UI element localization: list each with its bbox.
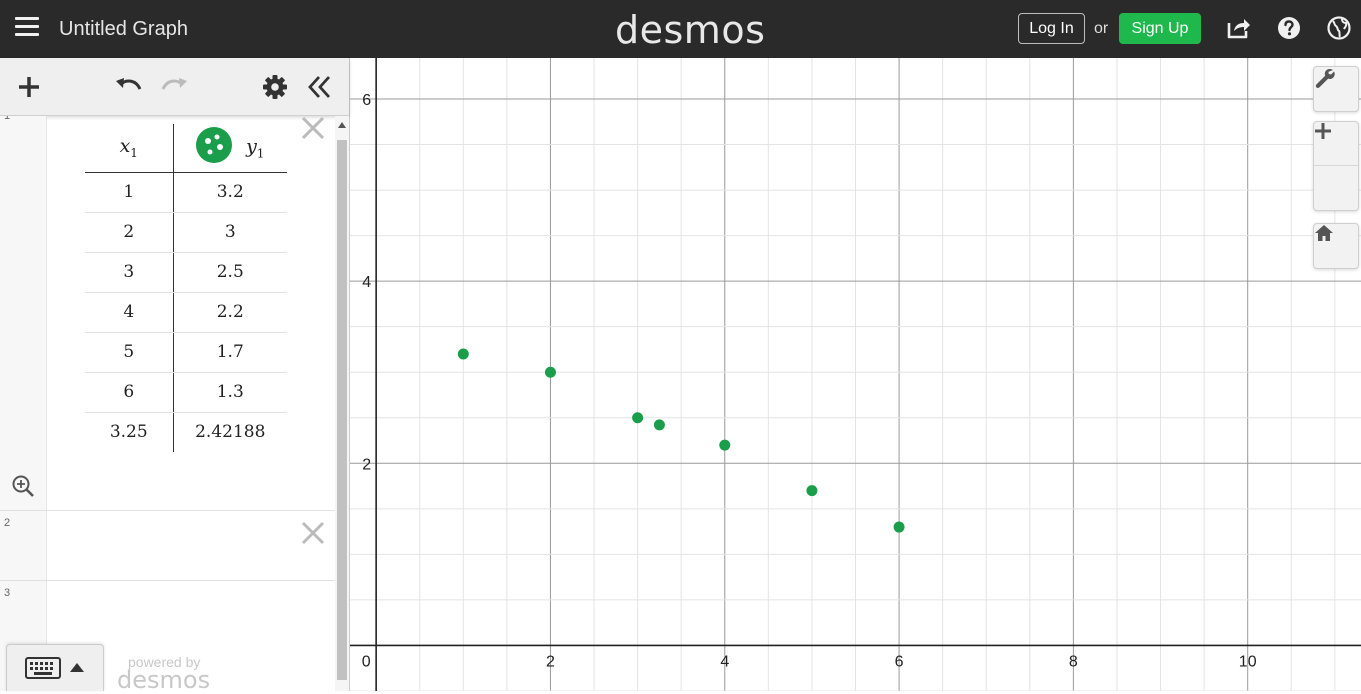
- table-cell-x[interactable]: 5: [85, 332, 174, 373]
- keypad-toggle-button[interactable]: [6, 644, 104, 691]
- table-cell-x[interactable]: 3.25: [85, 412, 174, 452]
- zoom-controls: [1313, 121, 1359, 211]
- y-tick-label: 2: [362, 456, 371, 473]
- expression-number: 1: [4, 116, 11, 122]
- data-point: [893, 521, 905, 533]
- table-cell-y[interactable]: 1.7: [173, 332, 287, 373]
- column-header-x[interactable]: x1: [85, 124, 174, 173]
- redo-icon[interactable]: [160, 72, 190, 102]
- point-style-icon[interactable]: [196, 127, 233, 168]
- y-tick-label: 6: [362, 92, 371, 109]
- scroll-up-arrow-icon[interactable]: [338, 122, 346, 128]
- data-point: [719, 439, 731, 451]
- table-cell-y[interactable]: 2.42188: [195, 422, 266, 443]
- table-cell-x[interactable]: 3: [85, 252, 174, 293]
- sign-up-button[interactable]: Sign Up: [1119, 13, 1201, 44]
- expression-gutter: 1: [0, 116, 47, 510]
- add-item-button[interactable]: [14, 72, 44, 102]
- table-cell-y[interactable]: 3.2: [173, 172, 287, 213]
- default-viewport-button[interactable]: [1313, 223, 1359, 269]
- table-cell-x[interactable]: 1: [85, 172, 174, 213]
- expression-item-empty[interactable]: 2: [0, 511, 335, 581]
- data-point: [653, 419, 665, 431]
- graph-plot[interactable]: 0 2 4 6 8 10 2 4 6: [350, 58, 1361, 691]
- expression-gutter: 2: [0, 511, 47, 580]
- expression-scrollbar[interactable]: [335, 116, 349, 691]
- data-point: [457, 348, 469, 360]
- table-row: 4 2.2: [85, 292, 287, 333]
- powered-by-desmos[interactable]: powered by desmos: [117, 654, 211, 694]
- minus-icon: [1315, 129, 1331, 133]
- data-point: [632, 412, 644, 424]
- expression-panel: 1 x1 y1: [0, 58, 350, 694]
- zoom-out-button[interactable]: [1314, 129, 1358, 210]
- table-row: 5 1.7: [85, 332, 287, 373]
- top-bar: Untitled Graph desmos Log In or Sign Up: [0, 0, 1361, 58]
- table-cell-y[interactable]: 2.5: [173, 252, 287, 293]
- menu-icon[interactable]: [15, 17, 39, 37]
- y-tick-label: 4: [362, 274, 371, 291]
- x-tick-label: 6: [895, 653, 904, 670]
- graph-title[interactable]: Untitled Graph: [59, 18, 188, 40]
- expression-toolbar: [0, 58, 349, 116]
- expression-number: 3: [4, 587, 11, 599]
- graph-settings-button[interactable]: [1313, 66, 1359, 112]
- delete-expression-icon[interactable]: [301, 116, 325, 140]
- x-tick-label: 10: [1239, 653, 1257, 670]
- table-row: 3.25 2.42188: [85, 412, 287, 452]
- globe-icon[interactable]: [1325, 14, 1353, 42]
- or-label: or: [1094, 20, 1109, 37]
- x-tick-label: 8: [1069, 653, 1078, 670]
- keyboard-icon: [25, 657, 61, 679]
- table-cell-y[interactable]: 3: [173, 212, 287, 253]
- caret-up-icon: [70, 663, 84, 672]
- wrench-icon[interactable]: [1314, 67, 1358, 111]
- expression-list: 1 x1 y1: [0, 116, 335, 691]
- x-tick-label: 4: [720, 653, 729, 670]
- zoom-fit-icon[interactable]: [11, 474, 35, 498]
- expression-number: 2: [4, 517, 11, 529]
- x-tick-label: 0: [362, 653, 371, 670]
- expression-item-table[interactable]: 1 x1 y1: [0, 116, 335, 511]
- column-header-y[interactable]: y1: [173, 124, 287, 173]
- undo-icon[interactable]: [113, 72, 143, 102]
- data-point: [544, 366, 556, 378]
- scrollbar-thumb[interactable]: [337, 140, 347, 680]
- data-point: [806, 485, 818, 497]
- share-icon[interactable]: [1225, 14, 1253, 42]
- table-cell-y[interactable]: 1.3: [173, 372, 287, 413]
- table-cell-x[interactable]: 4: [85, 292, 174, 333]
- settings-gear-icon[interactable]: [260, 72, 290, 102]
- home-icon[interactable]: [1314, 224, 1358, 268]
- collapse-panel-icon[interactable]: [305, 72, 335, 102]
- table-row: 6 1.3: [85, 372, 287, 413]
- x-tick-label: 2: [546, 653, 555, 670]
- table-row: 1 3.2: [85, 172, 287, 213]
- table-cell-y[interactable]: 2.2: [173, 292, 287, 333]
- desmos-logo: desmos: [615, 8, 766, 52]
- help-icon[interactable]: [1275, 14, 1303, 42]
- table-row: 3 2.5: [85, 252, 287, 293]
- log-in-button[interactable]: Log In: [1018, 13, 1085, 44]
- graph-canvas[interactable]: 0 2 4 6 8 10 2 4 6: [350, 58, 1361, 691]
- table-cell-x[interactable]: 2: [85, 212, 174, 253]
- delete-expression-icon[interactable]: [301, 521, 325, 545]
- table-cell-x[interactable]: 6: [85, 372, 174, 413]
